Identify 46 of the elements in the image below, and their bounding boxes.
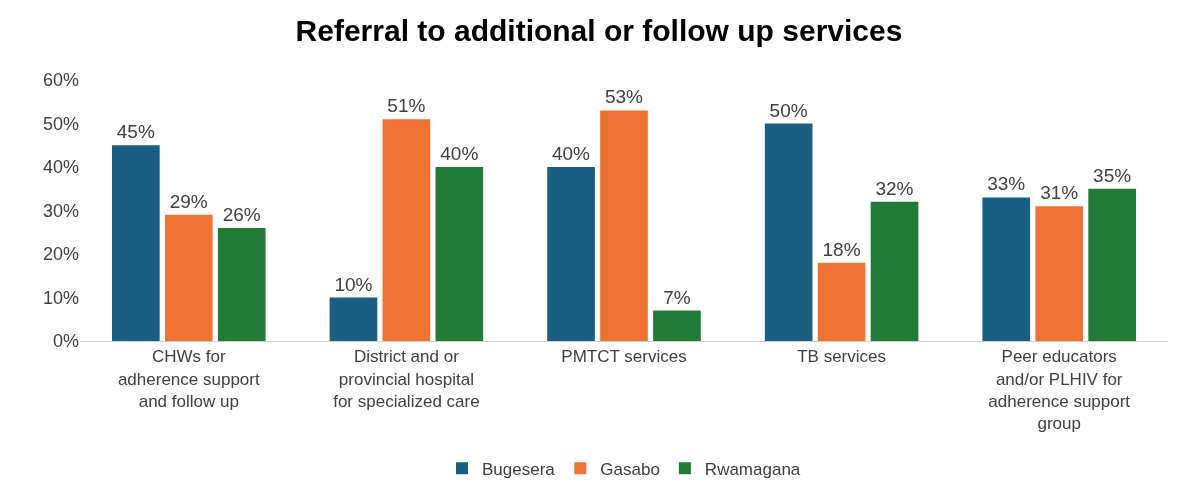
data-label: 18% bbox=[822, 238, 861, 260]
y-tick-label: 40% bbox=[42, 157, 79, 178]
y-tick-label: 20% bbox=[42, 244, 79, 265]
data-label: 50% bbox=[769, 99, 808, 121]
bar bbox=[112, 145, 160, 341]
x-tick-label: District and or provincial hospital for specialized care bbox=[333, 347, 480, 411]
bar bbox=[817, 262, 866, 341]
data-label: 35% bbox=[1093, 164, 1132, 186]
bar bbox=[164, 214, 213, 341]
chart-title: Referral to additional or follow up services bbox=[295, 14, 903, 48]
bar bbox=[329, 297, 378, 341]
bar bbox=[1088, 188, 1136, 341]
data-label: 29% bbox=[169, 190, 208, 212]
data-label: 26% bbox=[222, 203, 261, 225]
y-tick-label: 30% bbox=[42, 200, 79, 221]
x-tick-label: TB services bbox=[797, 347, 886, 367]
bar bbox=[764, 123, 813, 341]
legend-label: Bugesera bbox=[482, 459, 556, 479]
data-label: 33% bbox=[987, 173, 1026, 195]
bar bbox=[653, 310, 701, 341]
x-tick-label: PMTCT services bbox=[561, 347, 687, 367]
bar bbox=[982, 197, 1031, 341]
data-label: 53% bbox=[604, 86, 644, 108]
data-label: 45% bbox=[116, 121, 155, 143]
data-label: 51% bbox=[387, 95, 426, 117]
data-label: 10% bbox=[334, 273, 373, 295]
legend-label: Gasabo bbox=[600, 459, 660, 479]
bar bbox=[217, 227, 266, 341]
bar bbox=[382, 119, 431, 341]
y-tick-label: 10% bbox=[42, 287, 79, 308]
data-label: 32% bbox=[875, 177, 914, 199]
y-tick-label: 0% bbox=[52, 331, 79, 352]
data-label: 40% bbox=[440, 143, 479, 164]
y-tick-label: 50% bbox=[42, 113, 79, 134]
data-label: 31% bbox=[1040, 182, 1079, 204]
data-label: 7% bbox=[663, 286, 691, 308]
legend-label: Rwamagana bbox=[704, 459, 801, 479]
bar bbox=[435, 167, 484, 341]
x-tick-label: CHWs for adherence support and follow up bbox=[117, 347, 260, 411]
bar bbox=[600, 110, 648, 341]
bar bbox=[547, 167, 595, 341]
data-label: 40% bbox=[551, 143, 591, 164]
y-tick-label: 60% bbox=[42, 70, 79, 91]
bar bbox=[1035, 206, 1084, 341]
bar bbox=[870, 201, 919, 341]
x-tick-label: Peer educators and/or PLHIV for adherence support group bbox=[988, 347, 1131, 433]
